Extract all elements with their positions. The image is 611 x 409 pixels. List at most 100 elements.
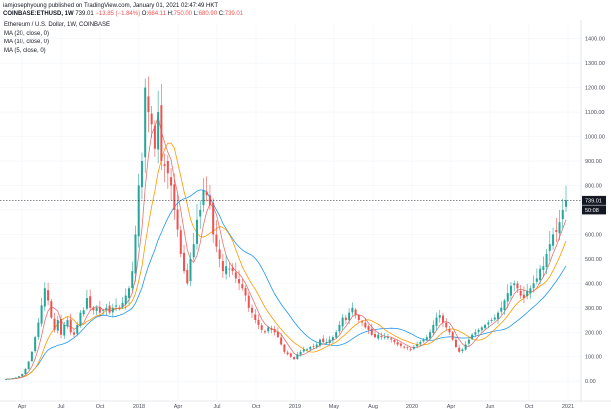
candle-body <box>464 344 467 350</box>
candle-body <box>251 307 254 313</box>
candle-body <box>477 329 480 332</box>
price-tick-label: 200.00 <box>585 330 602 336</box>
candle-body <box>37 322 40 338</box>
candle-body <box>92 307 95 311</box>
candles[interactable] <box>4 76 568 381</box>
publisher-line: iamjosephyoung published on TradingView.… <box>3 3 219 9</box>
candle-body <box>14 377 17 379</box>
open-value: 684.11 <box>148 11 166 17</box>
legend-ma5[interactable]: MA (5, close, 0) <box>4 47 46 54</box>
time-tick-label: May <box>329 404 340 409</box>
low-label: L: <box>193 11 199 17</box>
candle-body <box>422 339 425 342</box>
candle-body <box>247 295 250 308</box>
candle-body <box>108 305 111 313</box>
candle-body <box>102 310 105 312</box>
countdown-tag-text: 50:08 <box>585 208 599 214</box>
time-tick-label: 2021 <box>562 404 574 409</box>
candle-body <box>416 344 419 347</box>
candle-body <box>474 332 477 335</box>
candle-body <box>561 209 564 220</box>
candle-body <box>131 271 134 289</box>
price-axis[interactable]: 0.00 100.00 200.00 300.00 400.00 500.00 600.00… <box>585 37 605 386</box>
candle-body <box>21 373 24 377</box>
candle-body <box>176 209 179 230</box>
candle-body <box>118 307 121 309</box>
candle-body <box>318 339 321 346</box>
time-tick-label: Oct <box>252 404 261 409</box>
legend-ma10[interactable]: MA (10, close, 0) <box>4 39 50 45</box>
price-tick-label: 1000.00 <box>585 135 605 141</box>
candle-body <box>306 349 309 351</box>
candle-body <box>89 296 92 308</box>
legend-title[interactable]: Ethereum / U.S. Dollar, 1W, COINBASE <box>4 22 111 28</box>
time-tick-label: Jul <box>57 404 64 409</box>
candle-body <box>458 347 461 352</box>
ma20-line <box>5 189 567 380</box>
candle-body <box>529 288 532 294</box>
time-tick-label: 2020 <box>406 404 418 409</box>
candle-body <box>519 290 522 296</box>
candle-body <box>344 317 347 321</box>
candle-body <box>509 285 512 296</box>
price-tick-label: 1200.00 <box>585 86 605 92</box>
time-tick-label: Apr <box>18 404 27 409</box>
candle-body <box>438 315 441 318</box>
countdown-tag-bg <box>582 205 606 215</box>
candle-body <box>296 354 299 360</box>
symbol-ohlc-line: COINBASE:ETHUSD, 1W 739.01 −13.85 (−1.84… <box>3 10 243 18</box>
candle-body <box>506 293 509 302</box>
candle-body <box>27 361 30 370</box>
candle-body <box>76 324 79 334</box>
candle-body <box>309 346 312 350</box>
time-tick-label: 2019 <box>289 404 301 409</box>
candle-body <box>500 307 503 312</box>
candle-body <box>276 331 279 338</box>
candle-body <box>11 378 14 380</box>
candle-body <box>396 342 399 345</box>
chart-grid <box>0 20 611 402</box>
candle-body <box>4 379 8 381</box>
candle-body <box>425 337 428 340</box>
price-tick-label: 500.00 <box>585 257 602 263</box>
candle-body <box>471 334 474 339</box>
candle-body <box>144 87 147 158</box>
candle-body <box>124 295 127 305</box>
candle-body <box>24 368 27 375</box>
candle-body <box>60 319 63 335</box>
candle-body <box>386 337 389 339</box>
candle-body <box>166 160 169 174</box>
candle-body <box>121 302 124 307</box>
candle-body <box>56 320 59 331</box>
candle-body <box>286 352 289 355</box>
candle-body <box>480 327 483 331</box>
last-price-tag-bg <box>582 195 606 205</box>
candle-body <box>231 267 234 272</box>
candle-body <box>72 332 75 335</box>
candle-body <box>315 344 318 347</box>
price-tick-label: 300.00 <box>585 306 602 312</box>
candle-body <box>393 340 396 343</box>
candle-body <box>241 284 244 289</box>
candle-body <box>8 378 11 380</box>
candle-body <box>82 310 85 315</box>
legend-ma20[interactable]: MA (20, close, 0) <box>4 30 50 37</box>
candle-body <box>403 346 406 348</box>
candle-body <box>516 283 519 289</box>
candle-body <box>341 317 344 327</box>
candle-body <box>409 348 412 350</box>
moving-averages <box>5 115 567 380</box>
high-value: 750.00 <box>173 11 193 17</box>
candle-body <box>160 105 163 162</box>
candle-body <box>17 376 20 378</box>
time-tick-label: Jun <box>486 404 495 409</box>
candle-body <box>542 266 545 271</box>
candle-body <box>564 200 568 207</box>
price-tick-label: 800.00 <box>585 183 602 189</box>
candle-body <box>199 209 202 217</box>
candle-body <box>137 185 140 237</box>
last-price-tag-text: 739.01 <box>585 198 602 204</box>
time-axis[interactable]: Apr Jul Oct 2018 Apr Jul Oct 2019 May Aug 2020 Apr J… <box>18 404 574 409</box>
candle-body <box>374 334 377 338</box>
